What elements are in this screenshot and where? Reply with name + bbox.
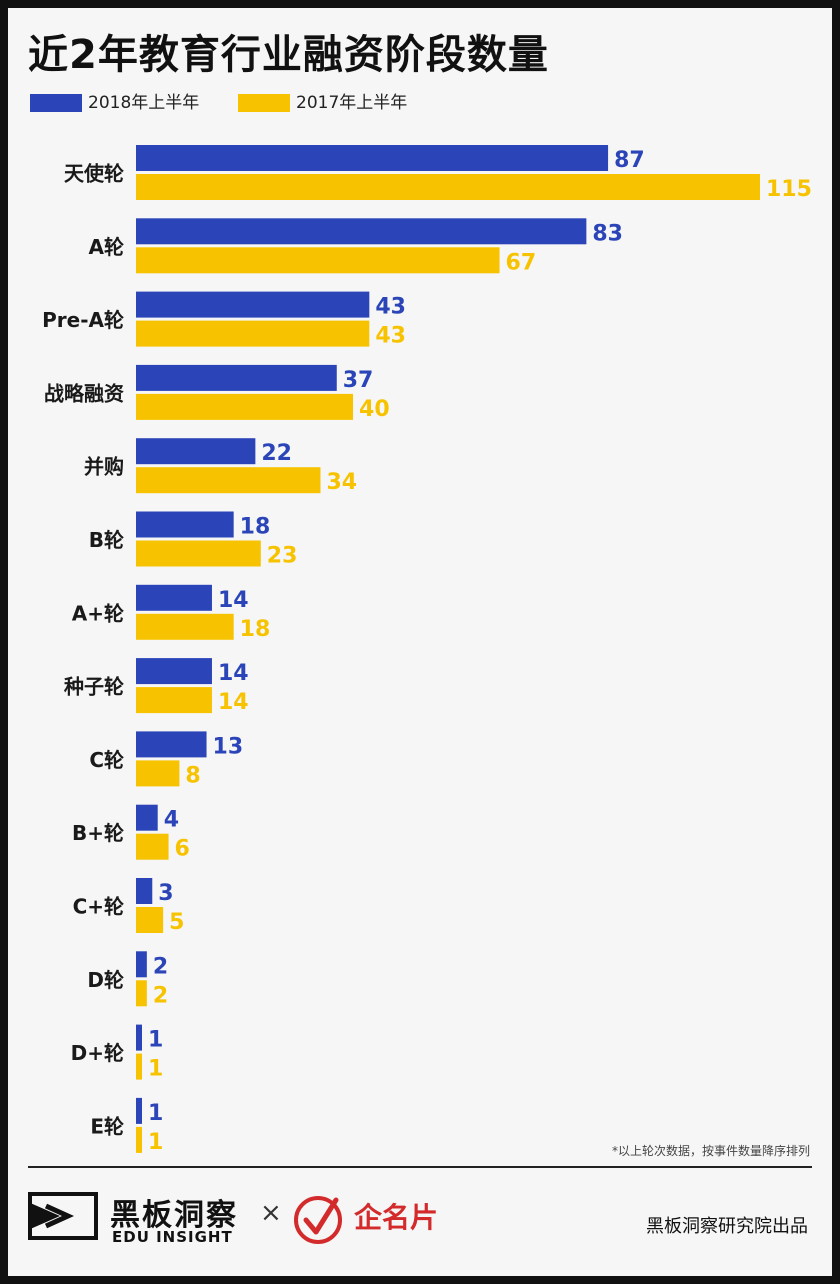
bar-2018 <box>136 878 153 904</box>
checkmark-circle-icon <box>294 1196 342 1244</box>
category-label: 并购 <box>84 455 124 479</box>
data-label-2017: 40 <box>359 397 390 422</box>
category-label: Pre-A轮 <box>42 308 124 332</box>
data-label-2017: 43 <box>375 324 406 349</box>
data-label-2018: 22 <box>261 441 292 466</box>
data-label-2017: 2 <box>153 983 168 1008</box>
category-label: B轮 <box>89 528 124 552</box>
brand-name-cn: 黑板洞察 <box>110 1198 238 1233</box>
footnote: *以上轮次数据，按事件数量降序排列 <box>611 1144 810 1158</box>
bar-2017 <box>136 833 169 860</box>
category-label: A轮 <box>89 235 124 259</box>
data-label-2018: 3 <box>158 881 173 906</box>
category-label: E轮 <box>90 1114 124 1138</box>
data-label-2017: 34 <box>326 470 357 495</box>
footer-divider <box>28 1166 812 1168</box>
credit-text: 黑板洞察研究院出品 <box>646 1216 808 1237</box>
legend-label-2018: 2018年上半年 <box>88 93 200 113</box>
data-label-2018: 2 <box>153 954 168 979</box>
data-label-2017: 5 <box>169 910 184 935</box>
data-label-2018: 1 <box>148 1101 163 1126</box>
data-label-2018: 14 <box>218 661 249 686</box>
bar-2018 <box>136 804 158 831</box>
category-label: D+轮 <box>71 1041 124 1065</box>
data-label-2017: 14 <box>218 690 249 715</box>
data-label-2018: 87 <box>614 148 645 173</box>
legend-swatch-2017 <box>238 94 290 112</box>
legend-swatch-2018 <box>30 94 82 112</box>
category-label: D轮 <box>87 968 124 992</box>
data-label-2017: 8 <box>185 763 200 788</box>
bar-2018 <box>136 658 212 685</box>
category-label: B+轮 <box>72 821 124 845</box>
bar-2018 <box>136 511 234 538</box>
bar-2018 <box>136 951 147 978</box>
data-label-2018: 43 <box>375 295 406 320</box>
bar-2018 <box>136 291 370 318</box>
bar-2017 <box>136 760 180 787</box>
legend-label-2017: 2017年上半年 <box>296 93 408 113</box>
data-label-2017: 115 <box>766 177 812 202</box>
bar-2017 <box>136 1126 142 1153</box>
category-label: C+轮 <box>73 895 124 919</box>
data-label-2018: 4 <box>164 808 179 833</box>
data-label-2017: 23 <box>267 544 298 569</box>
data-label-2018: 18 <box>240 515 271 540</box>
data-label-2017: 1 <box>148 1057 163 1082</box>
data-label-2018: 13 <box>213 734 244 759</box>
data-label-2017: 1 <box>148 1130 163 1155</box>
bar-2018 <box>136 145 609 171</box>
data-label-2018: 14 <box>218 588 249 613</box>
bar-2018 <box>136 1024 142 1051</box>
category-label: C轮 <box>89 748 124 772</box>
data-label-2018: 37 <box>343 368 374 393</box>
data-label-2018: 1 <box>148 1028 163 1053</box>
data-label-2017: 6 <box>175 837 190 862</box>
bar-2017 <box>136 613 234 640</box>
bar-2018 <box>136 584 212 611</box>
category-label: 战略融资 <box>44 381 124 405</box>
bar-2017 <box>136 907 164 933</box>
bar-2018 <box>136 218 587 245</box>
bar-2018 <box>136 731 207 758</box>
data-label-2017: 67 <box>506 250 537 275</box>
category-label: 天使轮 <box>64 162 124 186</box>
data-label-2017: 18 <box>240 617 271 642</box>
bar-2017 <box>136 174 760 200</box>
bar-2017 <box>136 540 261 567</box>
category-label: 种子轮 <box>63 675 124 699</box>
data-label-2018: 83 <box>592 221 623 246</box>
bar-2018 <box>136 438 256 465</box>
times-separator: × <box>260 1198 282 1228</box>
bar-2017 <box>136 467 321 494</box>
category-label: A+轮 <box>72 601 124 625</box>
play-arrow-logo-icon <box>28 1192 98 1240</box>
chart-title: 近2年教育行业融资阶段数量 <box>28 32 549 78</box>
footer-brand: 黑板洞察 EDU INSIGHT × 企名片 黑板洞察研究院出品 <box>28 1186 812 1256</box>
bar-2017 <box>136 980 147 1007</box>
brand-name-en: EDU INSIGHT <box>112 1228 233 1246</box>
bar-2017 <box>136 393 354 420</box>
bar-2017 <box>136 247 500 274</box>
bar-2018 <box>136 364 337 391</box>
bar-2018 <box>136 1097 142 1124</box>
bar-2017 <box>136 1053 142 1080</box>
bar-2017 <box>136 687 212 714</box>
partner-name: 企名片 <box>354 1201 439 1234</box>
bar-2017 <box>136 320 370 347</box>
